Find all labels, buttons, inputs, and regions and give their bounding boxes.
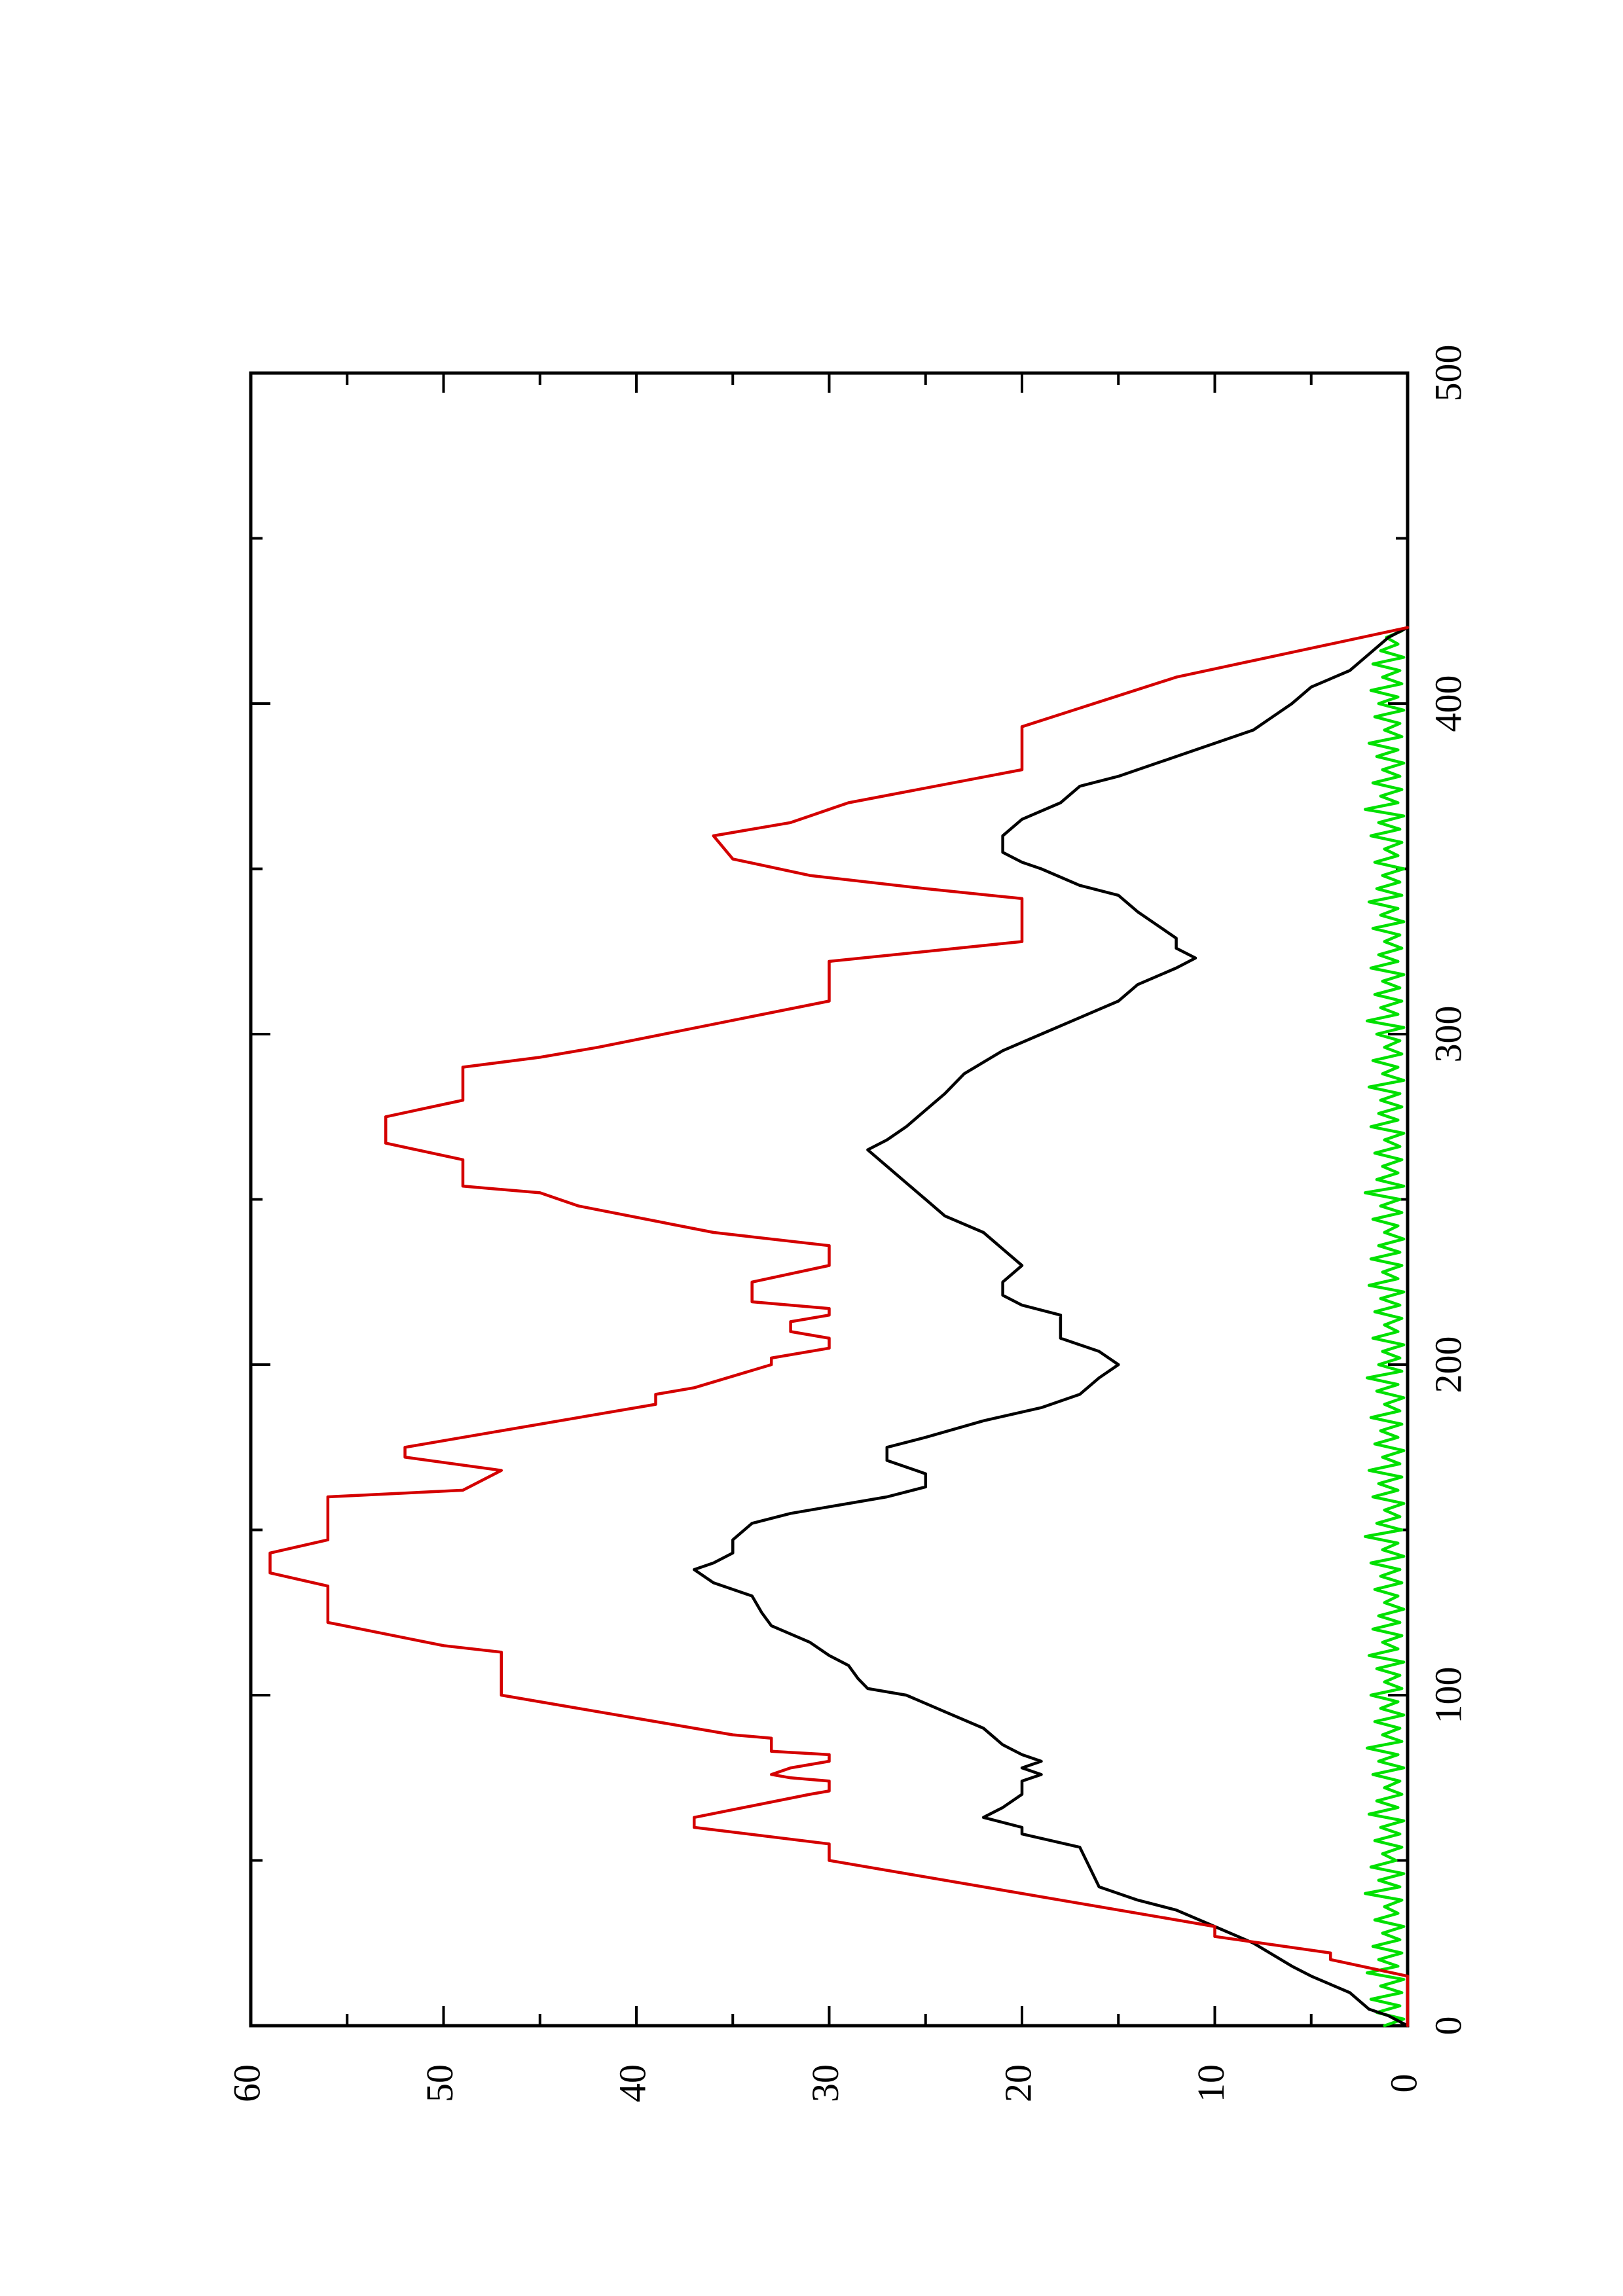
series-layer — [268, 626, 1410, 2028]
y-tick-label: 40 — [611, 2064, 653, 2102]
y-tick-label: 10 — [1190, 2064, 1232, 2102]
series-line-0 — [268, 626, 1410, 2028]
series-line-2 — [1363, 629, 1406, 2028]
plot-area — [249, 371, 1410, 2028]
y-tick-label: 30 — [804, 2064, 847, 2102]
x-tick-label: 500 — [1427, 345, 1469, 402]
tick-labels: 0 100 200 300 400 500 0 10 20 30 40 50 60 — [225, 345, 1469, 2103]
series-line-1 — [693, 626, 1410, 2028]
x-tick-label: 300 — [1427, 1006, 1469, 1063]
axis-ticks — [249, 372, 1409, 2027]
y-tick-label: 20 — [996, 2064, 1039, 2102]
x-tick-label: 0 — [1427, 2017, 1469, 2036]
y-tick-label: 60 — [225, 2064, 268, 2102]
x-tick-label: 200 — [1427, 1336, 1469, 1393]
x-tick-label: 400 — [1427, 675, 1469, 732]
plot-frame — [249, 371, 1410, 2028]
y-tick-label: 0 — [1382, 2074, 1425, 2093]
x-tick-label: 100 — [1427, 1667, 1469, 1724]
y-tick-label: 50 — [418, 2064, 461, 2102]
